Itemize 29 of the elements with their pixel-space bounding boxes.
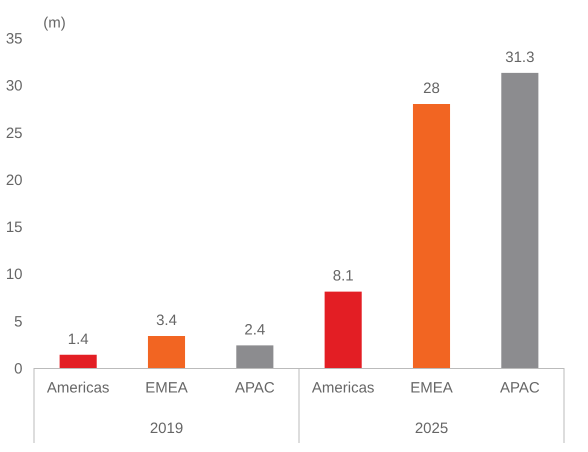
y-tick-label: 20	[6, 172, 22, 189]
y-tick-label: 15	[6, 219, 22, 236]
y-axis-title: (m)	[43, 14, 66, 32]
x-tick-label: APAC	[500, 380, 540, 396]
y-tick-label: 30	[6, 78, 22, 95]
text: 2019	[150, 420, 184, 437]
y-tick-label: 25	[6, 124, 22, 142]
data-label: 1.4	[68, 330, 89, 348]
y-tick-label: 0	[14, 360, 22, 378]
x-tick-label: EMEA	[410, 380, 453, 396]
x-tick-label: EMEA	[145, 380, 188, 396]
data-label: 31.3	[505, 48, 534, 66]
x-tick-label: APAC	[234, 380, 275, 396]
bar	[324, 292, 362, 368]
y-tick-label: 35	[6, 30, 22, 48]
x-tick-label: Americas	[46, 380, 110, 396]
x-tick-label: Americas	[312, 380, 374, 396]
bar	[501, 72, 538, 368]
y-tick-label: 5	[14, 313, 22, 330]
data-label: 28	[423, 80, 440, 97]
data-label: 3.4	[156, 312, 177, 329]
bar	[236, 345, 274, 368]
text: 2025	[414, 420, 448, 437]
y-tick-label: 10	[6, 266, 22, 284]
data-label: 2.4	[244, 321, 266, 338]
data-label: 8.1	[332, 268, 354, 285]
bar	[412, 104, 450, 368]
bar	[60, 354, 97, 368]
bar	[148, 336, 186, 368]
